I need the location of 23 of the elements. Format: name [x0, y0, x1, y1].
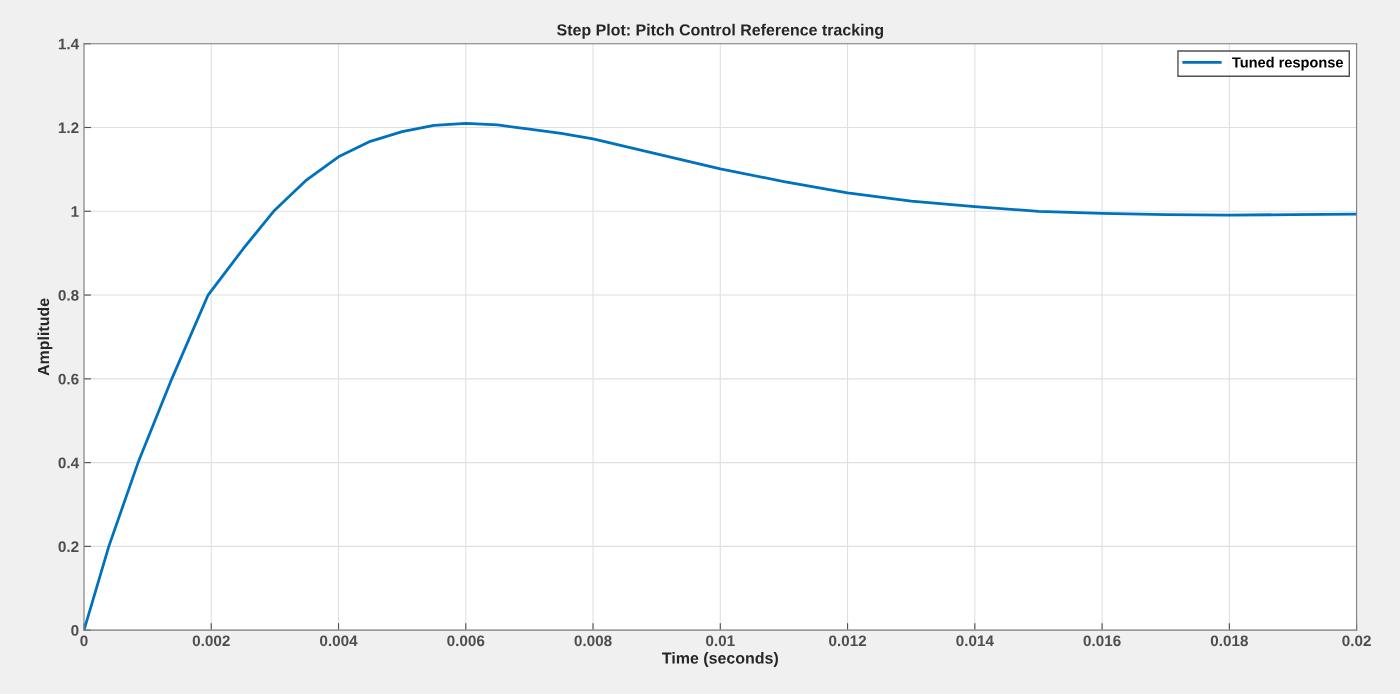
x-tick-label: 0.008	[574, 635, 612, 647]
y-tick-label: 0.2	[58, 541, 79, 553]
y-tick-label: 0.8	[58, 289, 79, 301]
y-axis-title: Amplitude	[37, 298, 53, 376]
x-tick-label: 0.002	[192, 635, 230, 647]
y-tick-label: 1.4	[58, 38, 80, 50]
y-tick-label: 0.6	[58, 373, 79, 385]
x-axis-title: Time (seconds)	[662, 652, 778, 667]
legend-label: Tuned response	[1232, 56, 1343, 71]
y-tick-label: 0	[71, 625, 79, 636]
x-tick-label: 0.016	[1083, 635, 1121, 647]
x-tick-label: 0.004	[320, 635, 358, 647]
x-tick-label: 0.018	[1210, 635, 1248, 647]
y-tick-label: 1.2	[58, 122, 79, 134]
x-tick-label: 0.012	[829, 635, 867, 647]
x-tick-label: 0.02	[1342, 635, 1371, 647]
y-tick-label: 0.4	[58, 457, 80, 469]
x-tick-label: 0.01	[706, 635, 735, 647]
x-tick-label: 0.006	[447, 635, 485, 647]
chart-title: Step Plot: Pitch Control Reference tracking	[557, 23, 883, 39]
y-tick-label: 1	[71, 206, 79, 217]
x-tick-label: 0.014	[956, 635, 994, 647]
x-tick-label: 0	[80, 635, 88, 647]
